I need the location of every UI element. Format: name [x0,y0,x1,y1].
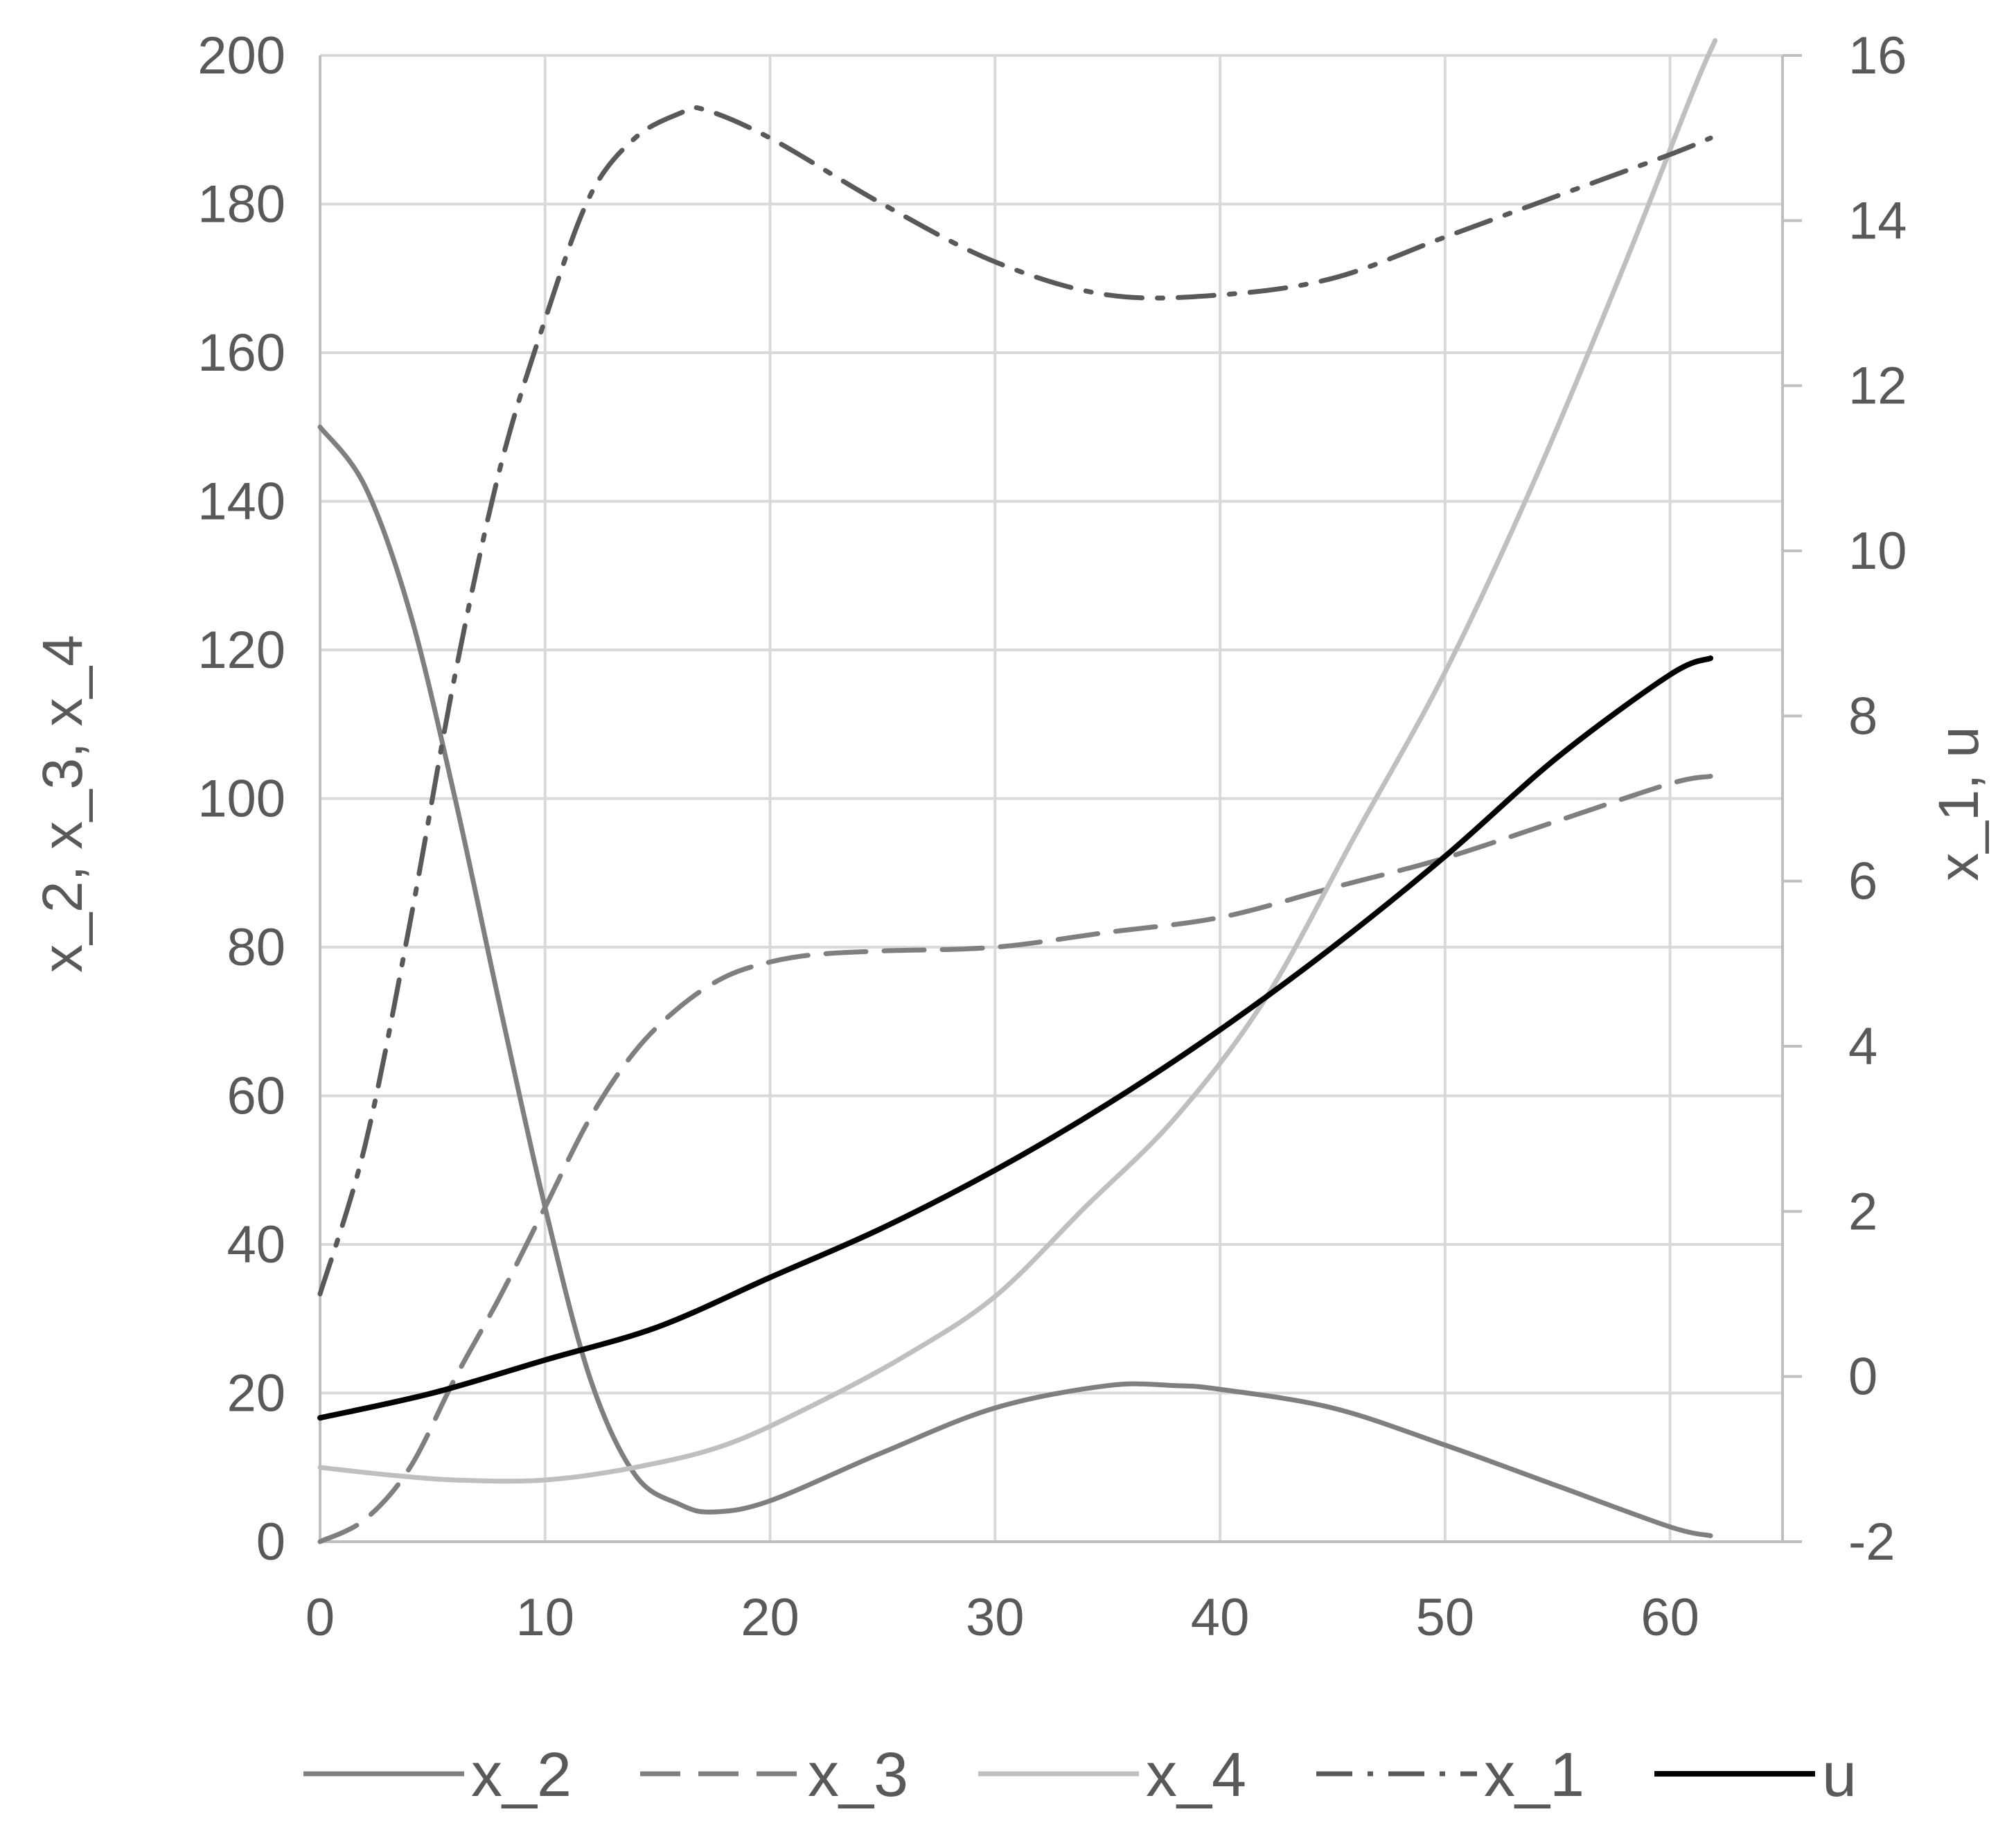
series-line-x-2 [317,424,1713,1538]
y-right-tick-label: 12 [1848,357,1907,416]
legend: x_2 x_3 x_4 x_1 u [303,1741,1857,1810]
data-series [317,38,1718,1544]
y-right-tick-label: 14 [1848,191,1907,250]
x-tick-label: 20 [741,1588,799,1647]
x-tick-label: 50 [1416,1588,1475,1647]
y-left-tick-label: 0 [256,1513,285,1571]
x-tick-label: 40 [1191,1588,1250,1647]
y-left-tick-label: 180 [197,175,285,234]
y-left-tick-label: 160 [197,324,285,382]
legend-label-x-2: x_2 [471,1741,572,1810]
y-left-tick-label: 200 [197,26,285,85]
y-left-tick-label: 40 [227,1215,285,1274]
legend-label-u: u [1822,1741,1857,1810]
gridlines [319,54,1783,1543]
y-right-tick-label: 0 [1848,1348,1877,1407]
y-left-tick-label: 20 [227,1364,285,1423]
y-left-tick-label: 60 [227,1067,285,1126]
right-axis-title: x_1, u [1927,726,1990,881]
legend-label-x-1: x_1 [1484,1741,1584,1810]
legend-label-x-3: x_3 [808,1741,908,1810]
series-line-u [317,655,1714,1421]
series-line-x-3 [317,773,1713,1544]
x-tick-label: 30 [966,1588,1025,1647]
left-axis-title: x_2, x_3, x_4 [31,635,94,973]
y-left-tick-label: 80 [227,918,285,977]
y-right-tick-label: 6 [1848,852,1877,911]
y-right-tick-label: 2 [1848,1182,1877,1241]
x-tick-label: 10 [515,1588,574,1647]
series-line-x-4 [317,38,1718,1484]
y-right-tick-label: -2 [1848,1513,1895,1571]
series-line-x-1 [317,105,1713,1296]
x-tick-label: 60 [1641,1588,1699,1647]
legend-label-x-4: x_4 [1146,1741,1246,1810]
y-right-tick-label: 4 [1848,1017,1877,1076]
y-left-tick-label: 140 [197,473,285,531]
y-left-tick-label: 100 [197,770,285,829]
y-left-tick-label: 120 [197,621,285,680]
x-tick-label: 0 [306,1588,335,1647]
y-right-tick-label: 16 [1848,26,1907,85]
y-right-tick-label: 8 [1848,687,1877,746]
y-right-tick-label: 10 [1848,522,1907,581]
